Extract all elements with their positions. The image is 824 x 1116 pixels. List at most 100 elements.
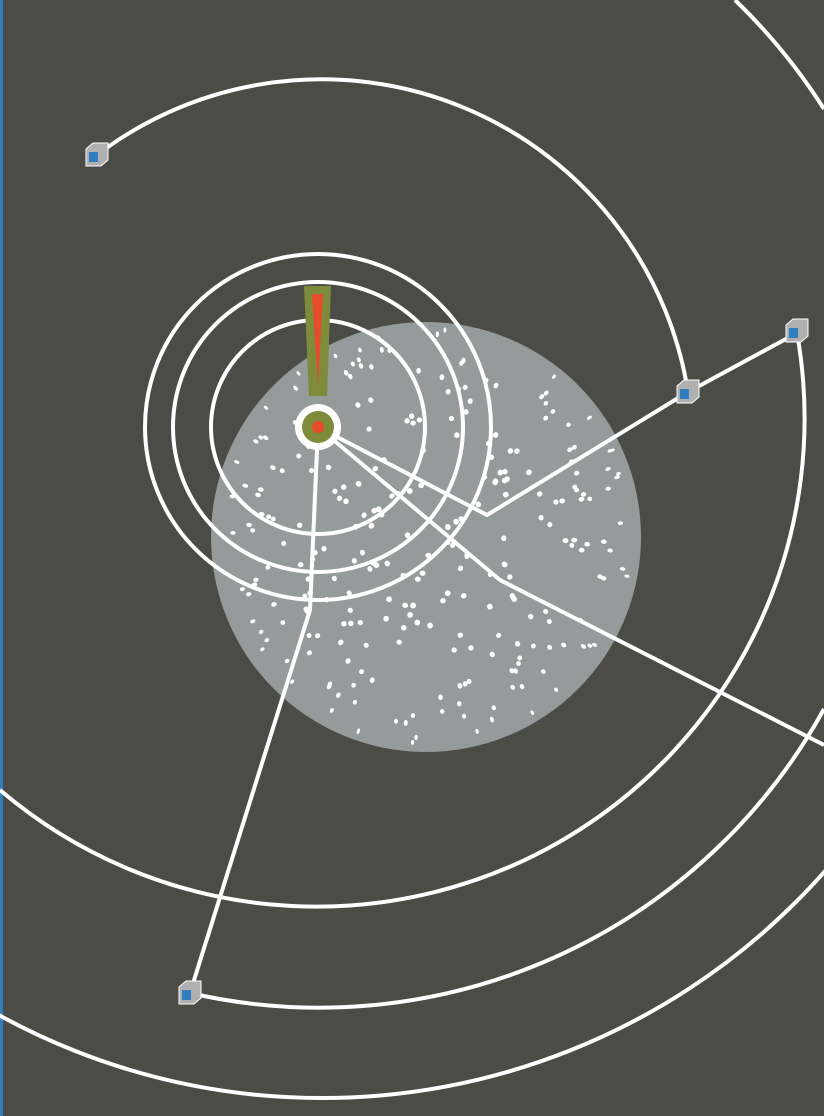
sphere-dot: [345, 658, 351, 664]
sphere-dot: [571, 537, 578, 543]
link-line: [316, 425, 824, 747]
sphere-dot: [547, 521, 553, 528]
sphere-dot: [260, 647, 265, 652]
sphere-dot: [253, 577, 259, 583]
sphere-dot: [600, 539, 607, 544]
ring: [171, 280, 465, 574]
sphere-dot: [368, 522, 375, 529]
sphere-dot: [502, 468, 508, 475]
sphere-dot: [439, 374, 445, 381]
sphere-dot: [356, 357, 361, 363]
sphere-dot: [366, 426, 372, 432]
sphere-dot: [343, 369, 349, 376]
sphere-dot: [501, 477, 508, 484]
sphere-dot: [414, 734, 418, 741]
sphere-dot: [507, 448, 514, 454]
sphere-dot: [281, 540, 287, 546]
sphere-dot: [513, 668, 518, 674]
sphere-dot: [341, 484, 347, 490]
orbit-arc: [95, 77, 690, 393]
sphere-dot: [270, 465, 276, 470]
sphere-dots: [229, 327, 630, 745]
sphere-dot: [336, 495, 343, 502]
sphere-dot: [359, 669, 364, 675]
node-cube: [676, 379, 700, 404]
sphere-dot: [350, 361, 355, 367]
sphere-dot: [457, 632, 464, 638]
sphere-dot: [587, 643, 593, 648]
sphere-dot: [406, 488, 413, 494]
sphere-dot: [371, 507, 378, 514]
sphere-dot: [586, 415, 592, 420]
sphere-dot: [346, 590, 352, 596]
sphere-dot: [567, 447, 573, 453]
sphere-dot: [306, 650, 312, 656]
sphere-dot: [351, 682, 356, 688]
sphere-dot: [284, 658, 290, 664]
sphere-dot: [530, 710, 535, 715]
sphere-dot: [543, 415, 549, 421]
orbit-arc: [733, 0, 824, 111]
sphere-dot: [265, 565, 271, 570]
sphere-dot: [540, 669, 546, 674]
sphere-dot: [454, 432, 460, 438]
sphere-dot: [587, 496, 593, 502]
sphere-dot: [462, 681, 468, 687]
sphere-dot: [572, 484, 578, 490]
sphere-dot: [438, 694, 443, 701]
sphere-dot: [501, 561, 508, 568]
sphere-dot: [578, 496, 585, 502]
sphere-dot: [457, 565, 464, 572]
sphere-dot: [502, 491, 509, 498]
sphere-dot: [262, 435, 269, 441]
sphere-dot: [614, 475, 620, 480]
cube-face: [89, 152, 98, 162]
sphere-dot: [271, 602, 277, 607]
sphere: [211, 322, 641, 752]
sphere-dot: [359, 549, 366, 556]
sphere-dot: [543, 608, 549, 615]
sphere-dot: [403, 719, 408, 726]
sphere-dot: [510, 684, 515, 690]
sphere-dot: [546, 619, 552, 624]
sphere-dot: [396, 639, 402, 645]
ring: [143, 252, 493, 602]
sphere-dot: [356, 728, 361, 734]
sphere-dot: [234, 460, 240, 464]
sphere-dot: [516, 660, 521, 666]
sphere-dot: [592, 642, 597, 647]
sphere-dot: [448, 415, 455, 422]
orbit-arc: [0, 332, 807, 909]
sphere-dot: [389, 493, 395, 499]
sphere-dot: [457, 683, 463, 689]
sphere-dot: [411, 739, 415, 745]
sphere-dot: [487, 603, 493, 610]
sphere-dot: [416, 368, 421, 374]
sphere-dot: [416, 417, 423, 423]
sphere-dot: [255, 492, 261, 498]
sphere-dot: [297, 522, 303, 528]
sphere-dot: [497, 469, 504, 476]
sphere-dot: [263, 405, 269, 410]
sphere-dot: [250, 619, 256, 624]
sphere-dot: [321, 545, 327, 552]
sphere-dot: [475, 501, 482, 508]
sphere-dot: [404, 532, 411, 539]
sphere-dot: [460, 593, 467, 599]
sphere-dot: [444, 590, 451, 597]
sphere-dot: [407, 612, 413, 618]
sphere-dot: [372, 466, 379, 472]
sphere-dot: [338, 639, 344, 646]
sphere-dot: [266, 514, 272, 520]
sphere-dot: [246, 522, 252, 528]
sphere-dot: [314, 633, 321, 639]
sphere-dot: [492, 432, 499, 438]
node-cube: [178, 980, 202, 1005]
sphere-dot: [293, 385, 299, 391]
sphere-dot: [501, 535, 507, 542]
sphere-dot: [539, 394, 545, 400]
sphere-dot: [514, 448, 520, 454]
sphere-dot: [408, 413, 415, 420]
sphere-dot: [386, 596, 392, 603]
